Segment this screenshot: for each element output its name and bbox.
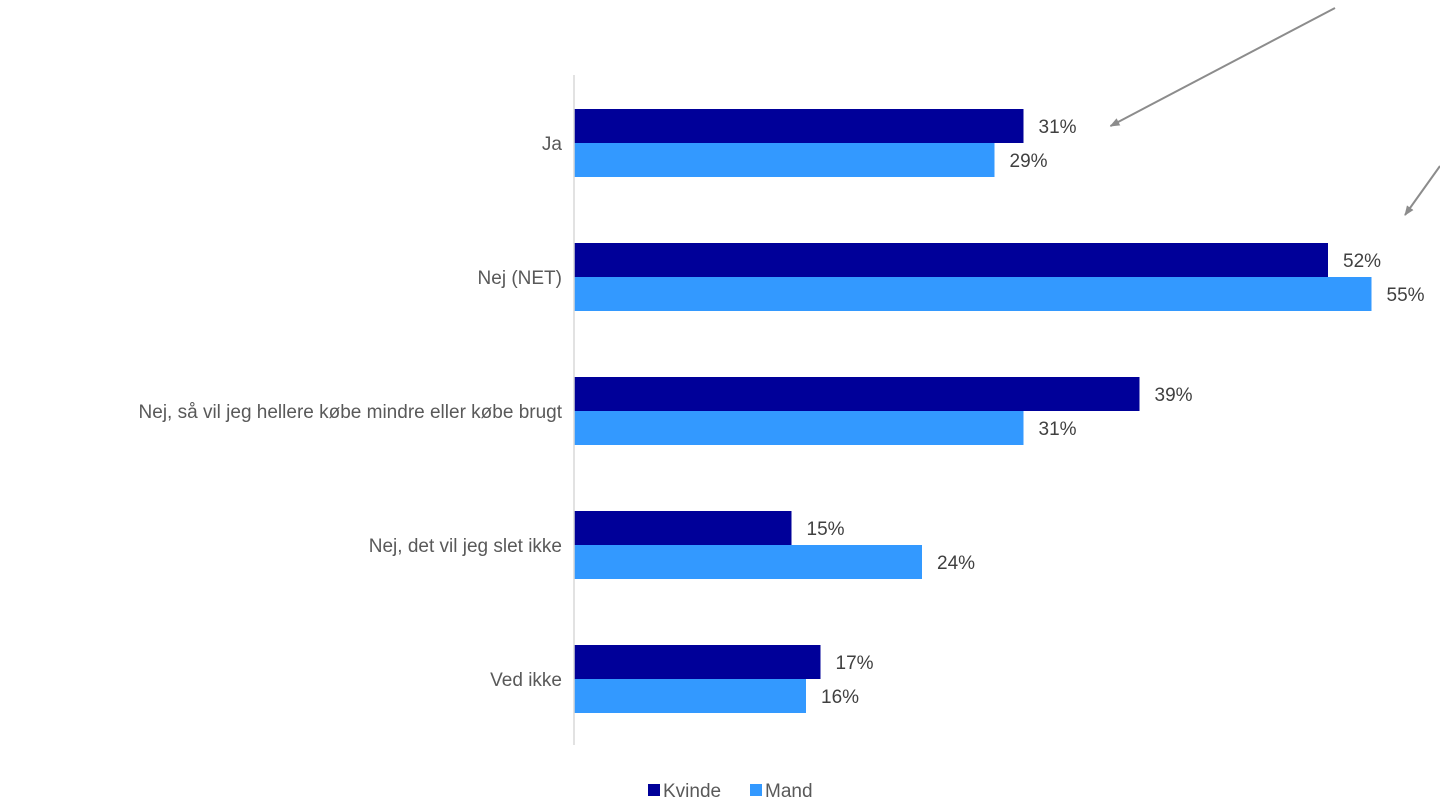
category-label-ved-ikke: Ved ikke [490,670,562,691]
bar-kvinde-nej-det-vil-jeg-slet-ikke [574,511,792,545]
annotation-layer [1109,7,1440,216]
labels-layer: Ja 31% 29% Nej (NET) 52% 55% Nej, så vil jeg h… [139,117,1425,708]
legend-swatch-mand [750,784,762,796]
annotation-arrow-1 [1109,7,1336,127]
data-label-kvinde-ja: 31% [1039,117,1077,138]
legend-label-mand: Mand [765,781,813,802]
legend-item-kvinde: Kvinde [648,781,721,802]
bar-mand-ved-ikke [574,679,806,713]
data-label-mand-nej-sa-vil-jeg-hellere-kobe-mindre-eller-kobe-brugt: 31% [1039,419,1077,440]
bars-layer [574,109,1372,713]
data-label-mand-nej-det-vil-jeg-slet-ikke: 24% [937,553,975,574]
legend-item-mand: Mand [750,781,813,802]
data-label-kvinde-nej-net: 52% [1343,251,1381,272]
data-label-mand-ja: 29% [1010,151,1048,172]
category-label-nej-det-vil-jeg-slet-ikke: Nej, det vil jeg slet ikke [369,536,562,557]
bar-mand-nej-det-vil-jeg-slet-ikke [574,545,922,579]
bar-mand-ja [574,143,995,177]
category-label-nej-net: Nej (NET) [478,268,562,289]
bar-kvinde-nej-net [574,243,1328,277]
data-label-kvinde-nej-sa-vil-jeg-hellere-kobe-mindre-eller-kobe-brugt: 39% [1155,385,1193,406]
bar-kvinde-nej-sa-vil-jeg-hellere-kobe-mindre-eller-kobe-brugt [574,377,1140,411]
data-label-mand-ved-ikke: 16% [821,687,859,708]
annotation-arrow-2 [1404,165,1440,216]
data-label-mand-nej-net: 55% [1387,285,1425,306]
legend-swatch-kvinde [648,784,660,796]
bar-kvinde-ved-ikke [574,645,821,679]
legend: Kvinde Mand [648,781,813,802]
bar-mand-nej-net [574,277,1372,311]
data-label-kvinde-ved-ikke: 17% [836,653,874,674]
bar-kvinde-ja [574,109,1024,143]
legend-label-kvinde: Kvinde [663,781,721,802]
category-label-ja: Ja [542,134,563,155]
bar-mand-nej-sa-vil-jeg-hellere-kobe-mindre-eller-kobe-brugt [574,411,1024,445]
category-label-nej-sa-vil-jeg-hellere-kobe-mindre-eller-kobe-brugt: Nej, så vil jeg hellere købe mindre elle… [139,402,563,423]
data-label-kvinde-nej-det-vil-jeg-slet-ikke: 15% [807,519,845,540]
